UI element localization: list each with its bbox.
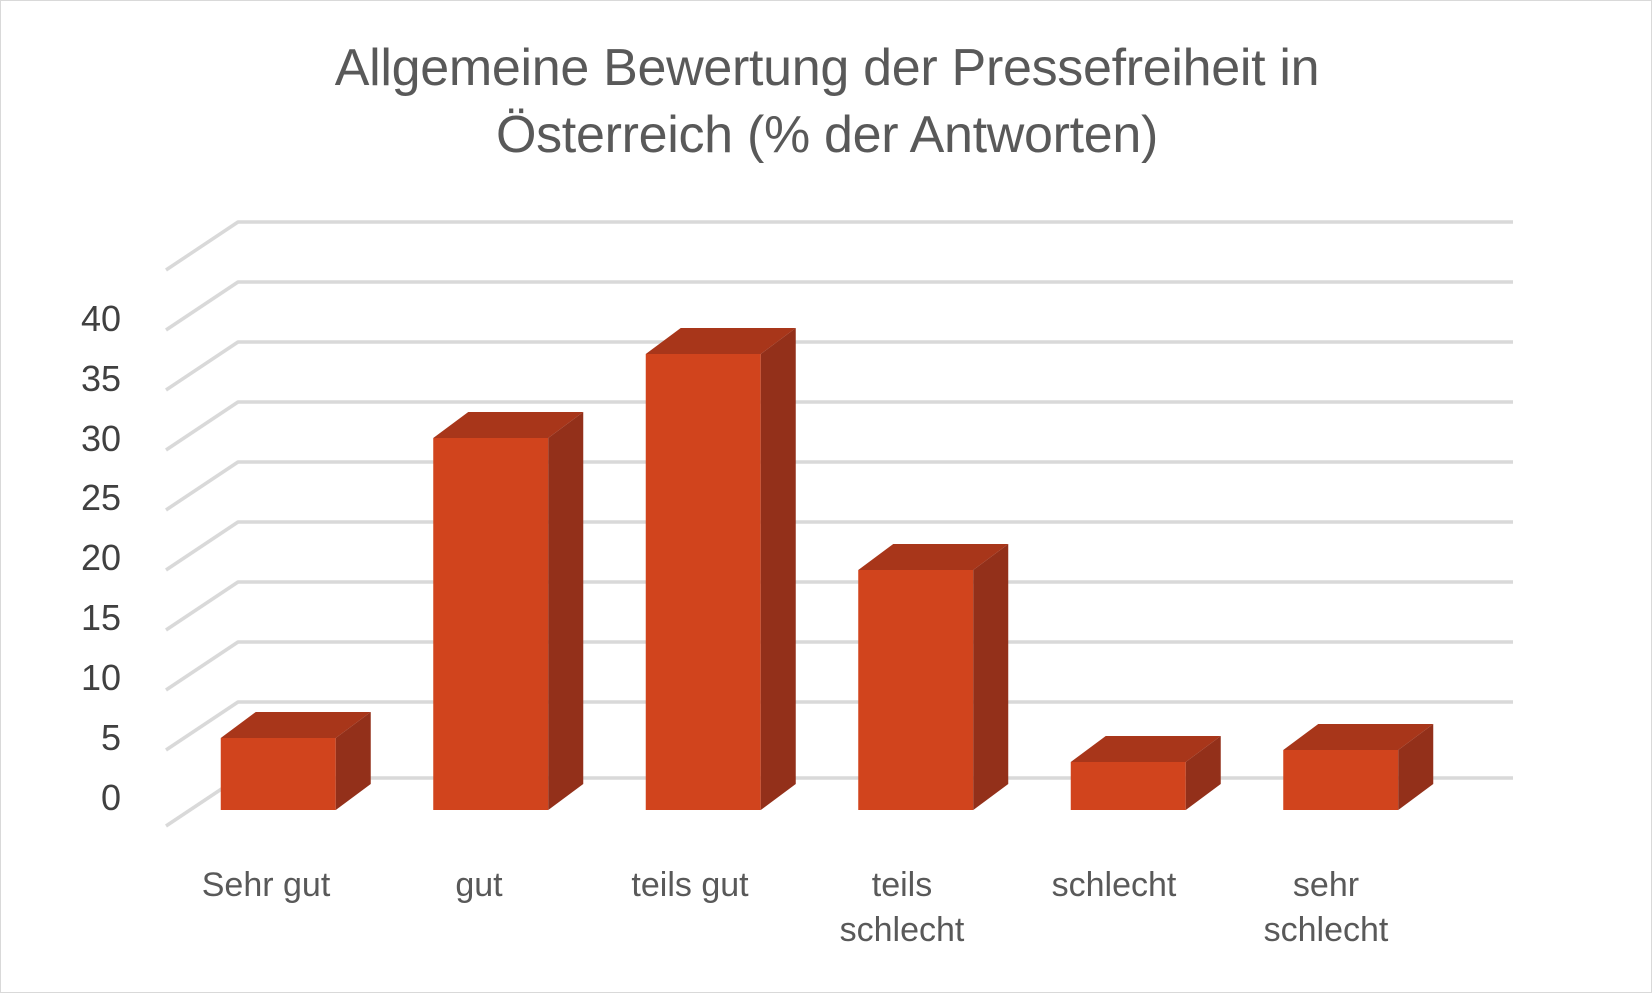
bar-front-face[interactable] — [858, 570, 974, 810]
bar-0[interactable] — [220, 712, 371, 810]
gridline-10 — [165, 640, 1513, 692]
bar-1[interactable] — [433, 412, 584, 810]
bar-top-face — [1070, 736, 1221, 762]
bar-top-face — [858, 544, 1009, 570]
y-tick-label: 30 — [80, 418, 121, 459]
gridline-20 — [165, 520, 1513, 572]
bar-4[interactable] — [1070, 736, 1221, 810]
chart-title: Allgemeine Bewertung der Pressefreiheit … — [334, 39, 1320, 164]
x-category-label: teils gut — [631, 866, 749, 904]
gridline-40 — [165, 280, 1513, 332]
bar-front-face[interactable] — [645, 354, 761, 810]
bar-top-face — [645, 328, 796, 354]
y-tick-label: 25 — [80, 477, 121, 518]
x-category-label: gut — [455, 866, 503, 904]
bar-3[interactable] — [858, 544, 1009, 810]
y-tick-label: 0 — [100, 777, 121, 818]
bar-side-face — [335, 712, 371, 810]
bar-side-face — [1398, 724, 1434, 810]
bar-2[interactable] — [645, 328, 796, 810]
gridline-35 — [165, 340, 1513, 392]
bar-side-face — [548, 412, 584, 810]
y-tick-label: 5 — [100, 717, 121, 758]
bar-side-face — [1185, 736, 1221, 810]
y-tick-label: 20 — [80, 537, 121, 578]
bar-side-face — [973, 544, 1009, 810]
x-category-label: Sehr gut — [201, 866, 331, 904]
y-tick-label: 40 — [80, 298, 121, 339]
x-category-label: sehr schlecht — [1263, 866, 1389, 950]
bar-front-face[interactable] — [1283, 750, 1399, 810]
bar-5[interactable] — [1283, 724, 1434, 810]
y-tick-label: 10 — [80, 657, 121, 698]
bar-front-face[interactable] — [1070, 762, 1186, 810]
gridline-25 — [165, 460, 1513, 512]
x-category-label: teils schlecht — [839, 866, 965, 950]
gridline-5 — [165, 700, 1513, 752]
x-category-label: schlecht — [1051, 866, 1177, 904]
gridline-15 — [165, 580, 1513, 632]
y-tick-label: 35 — [80, 358, 121, 399]
bar-top-face — [1283, 724, 1434, 750]
bar-top-face — [220, 712, 371, 738]
gridline-top — [165, 220, 1513, 272]
bar-front-face[interactable] — [220, 738, 336, 810]
y-tick-label: 15 — [80, 597, 121, 638]
gridline-30 — [165, 400, 1513, 452]
bar-side-face — [760, 328, 796, 810]
bar-top-face — [433, 412, 584, 438]
bar-front-face[interactable] — [433, 438, 549, 810]
